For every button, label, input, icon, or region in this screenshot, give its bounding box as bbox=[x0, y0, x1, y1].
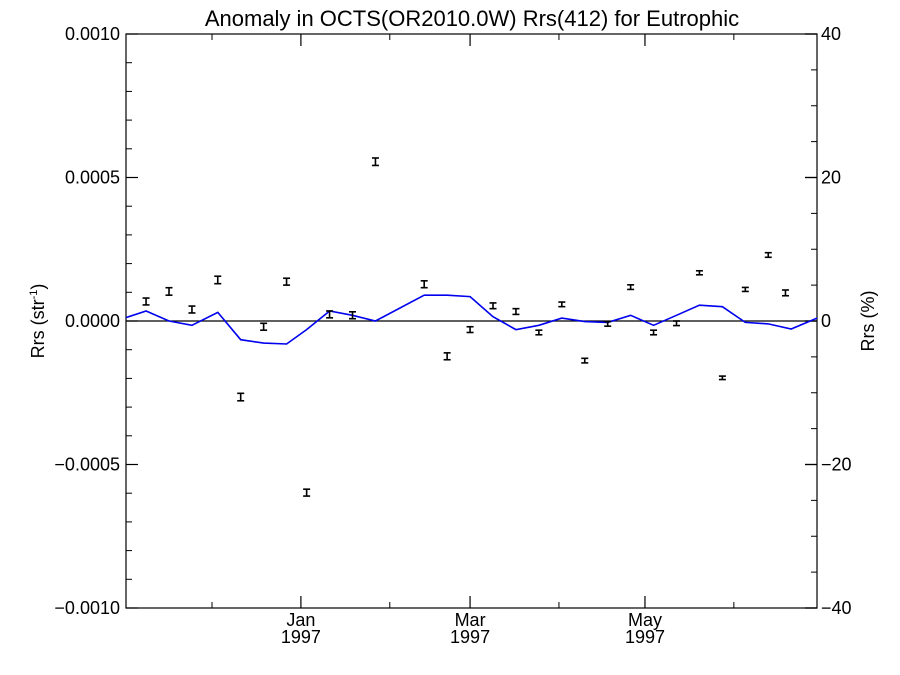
data-point bbox=[741, 286, 749, 293]
data-point bbox=[718, 375, 726, 381]
y-tick-label-left: −0.0005 bbox=[54, 455, 120, 475]
data-point bbox=[371, 157, 379, 167]
x-tick-label-year: 1997 bbox=[281, 627, 321, 647]
data-point bbox=[466, 325, 474, 334]
chart-title: Anomaly in OCTS(OR2010.0W) Rrs(412) for … bbox=[205, 6, 739, 31]
data-point bbox=[627, 284, 635, 291]
data-point bbox=[581, 357, 589, 364]
errorbar-series bbox=[142, 157, 789, 497]
y-tick-label-left: 0.0010 bbox=[65, 24, 120, 44]
x-tick-label-year: 1997 bbox=[450, 627, 490, 647]
x-tick-label-month: Jan bbox=[286, 610, 315, 630]
data-point bbox=[283, 277, 291, 286]
data-point bbox=[512, 307, 520, 316]
data-point bbox=[781, 289, 789, 297]
y-tick-label-right: 0 bbox=[821, 311, 831, 331]
y-tick-label-right: 40 bbox=[821, 24, 841, 44]
data-point bbox=[695, 269, 703, 276]
data-point bbox=[558, 301, 566, 308]
data-point bbox=[604, 320, 612, 327]
y-tick-label-left: −0.0010 bbox=[54, 598, 120, 618]
data-point bbox=[214, 275, 222, 285]
data-point bbox=[535, 329, 543, 336]
y-axis-right-label: Rrs (%) bbox=[858, 291, 878, 352]
y-tick-label-right: −20 bbox=[821, 455, 852, 475]
data-point bbox=[303, 488, 311, 497]
data-point bbox=[237, 392, 245, 402]
y-tick-label-right: −40 bbox=[821, 598, 852, 618]
y-tick-label-right: 20 bbox=[821, 168, 841, 188]
left-axis: 0.0010 0.0005 0.0000 −0.0005 −0.0010 bbox=[54, 24, 817, 618]
x-tick-label-month: May bbox=[628, 610, 662, 630]
y-axis-left-label: Rrs (str-1) bbox=[28, 284, 48, 359]
x-tick-label-year: 1997 bbox=[625, 627, 665, 647]
data-point bbox=[326, 310, 334, 319]
data-point bbox=[260, 322, 268, 331]
data-point bbox=[349, 311, 357, 320]
data-point bbox=[764, 251, 772, 259]
data-point bbox=[165, 286, 173, 296]
y-tick-label-left: 0.0000 bbox=[65, 311, 120, 331]
x-tick-label-month: Mar bbox=[455, 610, 486, 630]
y-tick-label-left: 0.0005 bbox=[65, 168, 120, 188]
series-line bbox=[125, 294, 818, 345]
data-point bbox=[420, 280, 428, 289]
data-point bbox=[650, 329, 658, 336]
data-point bbox=[673, 320, 681, 327]
data-point bbox=[489, 302, 497, 310]
data-point bbox=[142, 297, 150, 306]
data-point bbox=[443, 352, 451, 361]
data-point bbox=[188, 305, 196, 314]
